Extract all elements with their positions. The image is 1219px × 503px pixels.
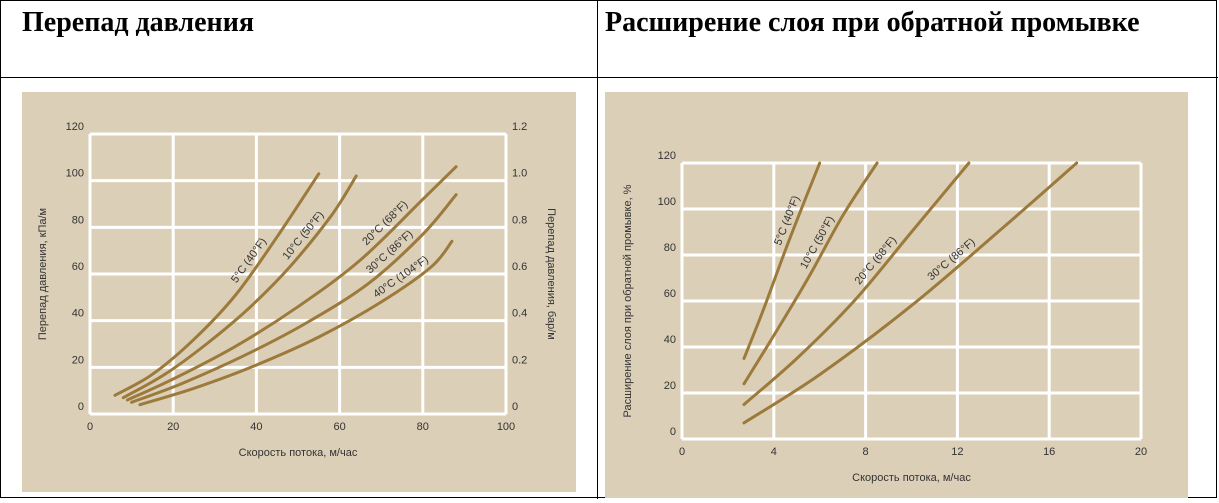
header-bed-expansion: Расширение слоя при обратной промывке [605, 7, 1140, 38]
pressure-chart-y2-tick-label: 0.6 [512, 261, 527, 273]
pressure-chart-x-tick-label: 80 [417, 421, 429, 433]
pressure-chart-y2-tick-label: 0 [512, 401, 518, 413]
expansion-chart-series-line [742, 161, 971, 406]
pressure-chart-y-tick-label: 20 [72, 354, 84, 366]
pressure-chart-y-axis-label: Перепад давления, кПа/м [37, 208, 49, 340]
expansion-chart-series-line [742, 161, 1079, 425]
pressure-chart-series-line [138, 239, 454, 407]
expansion-chart-y-tick-label: 80 [664, 242, 676, 254]
expansion-chart-x-tick-label: 4 [771, 446, 777, 458]
expansion-chart-y-tick-label: 60 [664, 288, 676, 300]
pressure-chart-x-tick-label: 0 [87, 421, 93, 433]
expansion-chart-y-tick-label: 0 [670, 426, 676, 438]
pressure-chart-x-tick-label: 40 [250, 421, 262, 433]
pressure-chart-y2-tick-label: 0.2 [512, 354, 527, 366]
column-divider [597, 1, 598, 499]
expansion-chart-y-tick-label: 20 [664, 380, 676, 392]
pressure-chart-x-tick-label: 100 [497, 421, 515, 433]
header-divider [1, 77, 1218, 78]
expansion-chart-series-line [742, 161, 879, 386]
pressure-chart-x-axis-label: Скорость потока, м/час [239, 447, 358, 459]
bed-expansion-chart-panel: 0 4 8 12 16 20 0 20 40 60 80 100 120 5°C (40°F) 10°C (… [605, 92, 1188, 498]
pressure-chart-x-tick-label: 20 [167, 421, 179, 433]
pressure-chart-y-tick-label: 60 [72, 261, 84, 273]
pressure-chart-y-tick-label: 80 [72, 214, 84, 226]
expansion-chart-y-tick-label: 40 [664, 334, 676, 346]
expansion-chart-y-tick-label: 120 [658, 150, 676, 162]
expansion-chart-x-axis-label: Скорость потока, м/час [852, 472, 971, 484]
pressure-chart-y2-tick-label: 0.8 [512, 214, 527, 226]
expansion-chart-background [605, 92, 1188, 498]
pressure-chart-y2-tick-label: 1.2 [512, 121, 527, 133]
pressure-chart-background [22, 92, 576, 492]
pressure-drop-chart-panel: 0 20 40 60 80 100 0 0 20 0.2 40 0.4 60 0.6 80 0.8 100 1.0… [22, 92, 576, 492]
pressure-chart-y-tick-label: 100 [66, 168, 84, 180]
pressure-chart-series-line [130, 193, 458, 404]
pressure-chart-y2-axis-label: Перепад давления, бар/м [545, 208, 557, 340]
pressure-chart-y-tick-label: 120 [66, 121, 84, 133]
pressure-chart-x-tick-label: 60 [333, 421, 345, 433]
pressure-chart-y2-tick-label: 0.4 [512, 308, 527, 320]
pressure-chart-series-line [121, 174, 358, 400]
expansion-chart-x-tick-label: 0 [679, 446, 685, 458]
expansion-chart-series-line [742, 161, 822, 360]
pressure-chart-series-line [113, 172, 321, 397]
pressure-chart-y-tick-label: 40 [72, 308, 84, 320]
expansion-chart-x-tick-label: 8 [863, 446, 869, 458]
expansion-chart-x-tick-label: 20 [1135, 446, 1147, 458]
expansion-chart-x-tick-label: 12 [951, 446, 963, 458]
expansion-chart-x-tick-label: 16 [1043, 446, 1055, 458]
pressure-chart-series-line [125, 165, 458, 402]
pressure-chart-y2-tick-label: 1.0 [512, 168, 527, 180]
expansion-chart-y-axis-label: Расширение слоя при обратной промывке, % [622, 184, 634, 417]
header-pressure-drop: Перепад давления [22, 7, 254, 38]
pressure-chart-y-tick-label: 0 [78, 401, 84, 413]
expansion-chart-y-tick-label: 100 [658, 196, 676, 208]
